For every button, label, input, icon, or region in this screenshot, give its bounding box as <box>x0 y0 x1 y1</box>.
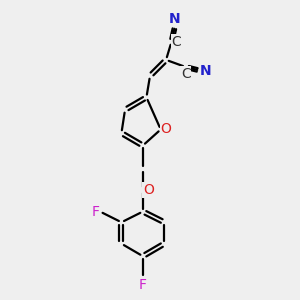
Text: O: O <box>161 122 172 136</box>
Text: C: C <box>181 67 190 81</box>
Text: N: N <box>200 64 212 78</box>
Text: F: F <box>139 278 147 292</box>
Text: O: O <box>143 183 154 197</box>
Text: C: C <box>171 35 181 49</box>
Text: N: N <box>169 12 181 26</box>
Text: F: F <box>92 205 100 219</box>
